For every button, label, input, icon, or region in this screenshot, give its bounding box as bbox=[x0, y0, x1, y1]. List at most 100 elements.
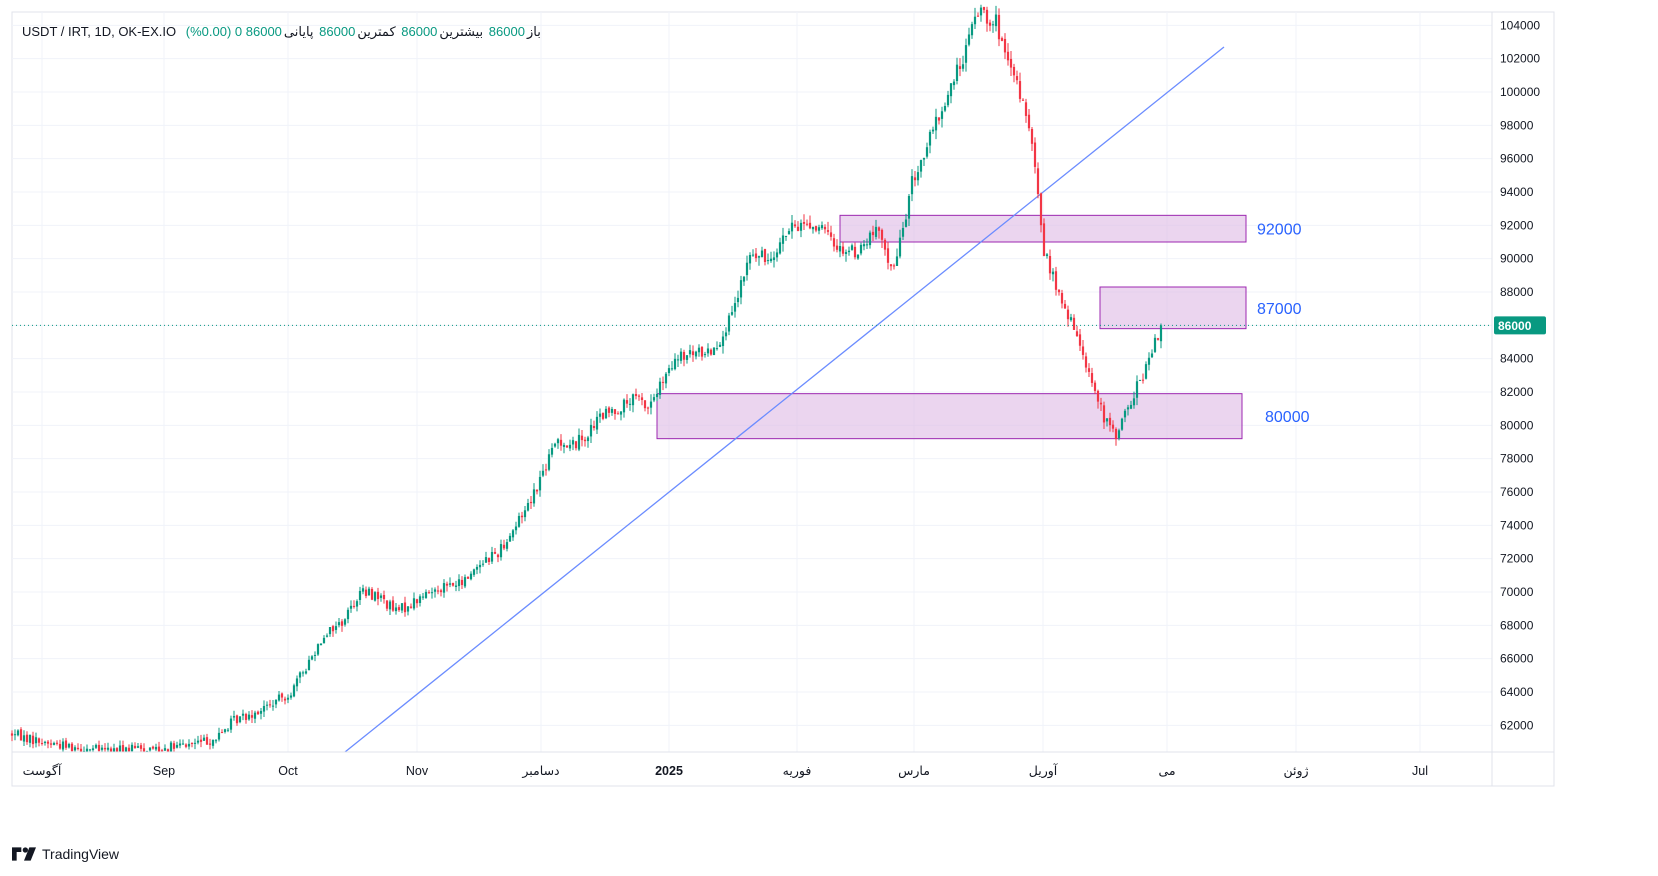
last-price-value: 86000 bbox=[1498, 319, 1532, 333]
candle-body bbox=[790, 222, 794, 232]
candle-body bbox=[631, 394, 635, 406]
candle-body bbox=[37, 738, 41, 743]
candle-body bbox=[616, 413, 620, 415]
candle-body bbox=[91, 748, 95, 750]
candle-body bbox=[643, 400, 647, 409]
candle-body bbox=[49, 743, 53, 745]
candle-body bbox=[970, 24, 974, 36]
candle-body bbox=[907, 195, 911, 219]
candle-body bbox=[748, 254, 752, 264]
price-tick-label: 64000 bbox=[1500, 685, 1534, 699]
candle-body bbox=[826, 230, 830, 232]
candle-body bbox=[562, 444, 566, 447]
candle-body bbox=[1063, 303, 1067, 309]
candle-body bbox=[742, 276, 746, 282]
candle-body bbox=[868, 232, 872, 246]
candle-body bbox=[73, 747, 77, 751]
candle-body bbox=[718, 344, 722, 347]
candle-body bbox=[622, 399, 626, 413]
candle-body bbox=[52, 742, 56, 745]
candle-body bbox=[367, 588, 371, 596]
low-label: کمترین bbox=[357, 24, 396, 39]
candle-body bbox=[397, 607, 401, 611]
candle-body bbox=[1084, 356, 1088, 368]
candle-body bbox=[10, 733, 14, 736]
candle-body bbox=[583, 439, 587, 442]
candle-body bbox=[601, 412, 605, 419]
candle-body bbox=[1153, 337, 1157, 352]
candle-body bbox=[172, 743, 176, 749]
time-tick-label: مارس bbox=[898, 764, 930, 779]
candle-body bbox=[1096, 390, 1100, 402]
candle-body bbox=[817, 227, 821, 231]
price-axis[interactable]: 62000 64000 66000 68000 70000 72000 74000 76000… bbox=[1500, 18, 1540, 732]
candle-body bbox=[646, 407, 650, 409]
price-tick-label: 68000 bbox=[1500, 618, 1534, 632]
candle-body bbox=[805, 223, 809, 225]
candle-body bbox=[508, 535, 512, 542]
candle-body bbox=[1144, 364, 1148, 379]
candle-body bbox=[223, 729, 227, 732]
candle-body bbox=[736, 297, 740, 303]
candle-body bbox=[514, 526, 518, 531]
candle-body bbox=[730, 312, 734, 315]
candle-body bbox=[835, 245, 839, 250]
candle-body bbox=[268, 704, 272, 706]
zone-80000[interactable] bbox=[656, 393, 1243, 440]
time-tick-label: Nov bbox=[406, 764, 429, 778]
candle-body bbox=[751, 254, 755, 256]
time-axis[interactable]: آگوست Sep Oct Nov دسامبر 2025 فوریه مارس آوریل می… bbox=[23, 763, 1428, 779]
price-tick-label: 104000 bbox=[1500, 18, 1540, 32]
zone-87000[interactable] bbox=[1099, 286, 1247, 330]
candle-body bbox=[904, 219, 908, 227]
candle-body bbox=[214, 740, 218, 742]
candle-body bbox=[1018, 81, 1022, 99]
candle-body bbox=[64, 740, 68, 748]
zone-labels: 92000 87000 80000 bbox=[1257, 222, 1310, 426]
candle-body bbox=[253, 712, 257, 719]
candle-body bbox=[781, 235, 785, 244]
open-value: 86000 bbox=[488, 24, 525, 39]
candle-body bbox=[937, 117, 941, 121]
candle-body bbox=[442, 583, 446, 593]
candle-body bbox=[472, 569, 476, 575]
candle-body bbox=[1003, 38, 1007, 53]
candle-body bbox=[184, 744, 188, 747]
candle-body bbox=[1120, 418, 1124, 430]
candle-body bbox=[217, 732, 221, 740]
candle-body bbox=[379, 595, 383, 598]
candle-body bbox=[715, 348, 719, 350]
candle-body bbox=[547, 454, 551, 470]
trend-line[interactable] bbox=[344, 46, 1225, 753]
candle-body bbox=[874, 226, 878, 237]
candle-body bbox=[703, 354, 707, 356]
candle-body bbox=[838, 246, 842, 252]
candle-body bbox=[520, 515, 524, 518]
candle-body bbox=[67, 743, 71, 748]
symbol-name[interactable]: USDT / IRT, 1D, OK-EX.IO bbox=[22, 24, 177, 39]
candle-body bbox=[154, 746, 158, 750]
candle-body bbox=[1027, 114, 1031, 129]
candle-body bbox=[157, 746, 161, 752]
candle-body bbox=[307, 659, 311, 671]
tradingview-brand[interactable]: TradingView bbox=[12, 846, 119, 862]
candle-body bbox=[298, 672, 302, 678]
price-tick-label: 78000 bbox=[1500, 452, 1534, 466]
candle-body bbox=[889, 264, 893, 267]
time-tick-label: می bbox=[1158, 764, 1175, 778]
candle-body bbox=[967, 34, 971, 45]
candle-body bbox=[565, 445, 569, 448]
last-price-badge bbox=[1494, 316, 1546, 335]
candle-body bbox=[1075, 331, 1079, 336]
candle-body bbox=[694, 351, 698, 357]
candle-body bbox=[256, 711, 260, 715]
candle-body bbox=[574, 441, 578, 449]
candle-body bbox=[226, 729, 230, 731]
candle-body bbox=[871, 231, 875, 236]
candle-body bbox=[577, 434, 581, 450]
candle-body bbox=[880, 229, 884, 240]
candle-body bbox=[349, 605, 353, 609]
candle-body bbox=[772, 257, 776, 261]
price-tick-label: 84000 bbox=[1500, 352, 1534, 366]
